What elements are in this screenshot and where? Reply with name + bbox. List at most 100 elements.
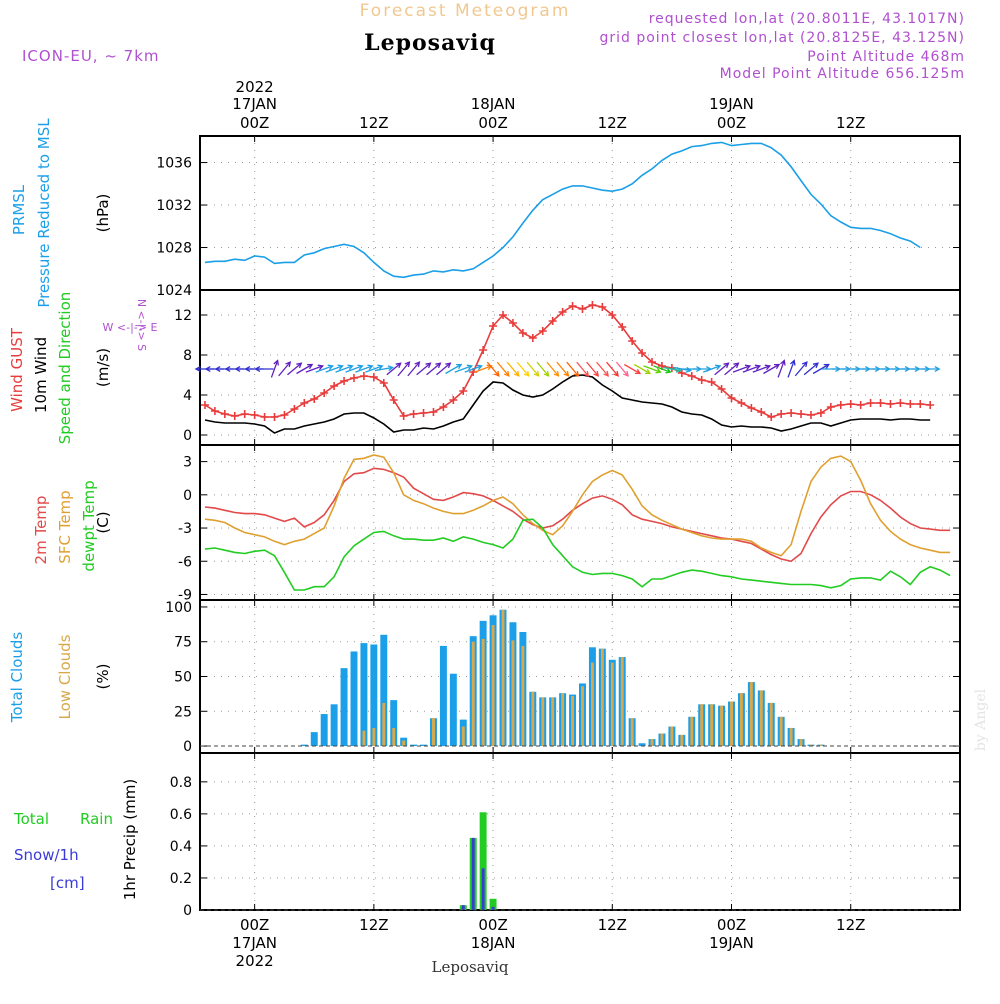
wind-arrow-head — [563, 370, 570, 377]
gust-marker — [310, 395, 319, 403]
wind-arrow-head — [812, 362, 819, 369]
bar-low-clouds — [581, 686, 584, 747]
gust-marker — [240, 410, 249, 418]
wind-arrow — [536, 361, 550, 377]
gust-marker — [568, 302, 577, 310]
wind-arrow-head — [493, 370, 500, 377]
wind-arrow-head — [435, 362, 442, 369]
y-tick-label: 0.4 — [170, 839, 192, 855]
wind-arrow — [486, 361, 500, 377]
gust-marker — [767, 413, 776, 421]
wind-arrow — [606, 361, 619, 377]
wind-arrow — [702, 365, 721, 373]
bar-low-clouds — [551, 697, 555, 747]
wind-arrow — [633, 363, 651, 375]
top-time-label: 12Z — [359, 114, 388, 132]
gust-marker — [449, 396, 458, 404]
wind-arrow — [576, 361, 589, 377]
y-tick-label: 4 — [183, 388, 192, 404]
wind-arrow-head — [214, 366, 221, 372]
total-clouds-label: Total Clouds — [8, 632, 26, 724]
wind-arrow — [556, 361, 569, 377]
bottom-time-label: 12Z — [836, 916, 865, 934]
gust-label: Wind GUST — [8, 327, 26, 412]
wind-arrow — [365, 365, 383, 373]
gust-marker — [429, 408, 438, 416]
low-clouds-label: Low Clouds — [56, 634, 74, 719]
footer-label: Leposaviq — [432, 958, 509, 976]
gust-marker — [489, 322, 498, 330]
gust-marker — [806, 411, 815, 419]
wind-arrow — [803, 362, 819, 376]
bar-low-clouds — [461, 726, 465, 747]
info-line-3: Point Altitude 468m — [807, 49, 965, 65]
wind-arrow-head — [425, 362, 432, 369]
bottom-time-label: 12Z — [598, 916, 627, 934]
bar-low-clouds — [382, 702, 386, 747]
gust-marker — [409, 410, 418, 418]
wind-arrow — [752, 365, 770, 373]
y-axis-label: 1hr Precip (mm) — [121, 779, 139, 900]
wind-arrow-head — [486, 364, 493, 371]
gust-marker — [757, 408, 766, 416]
subtitle: Forecast Meteogram — [360, 1, 571, 21]
gust-marker — [737, 399, 746, 407]
top-time-label: 12Z — [836, 114, 865, 132]
bottom-date-label: 18JAN — [471, 934, 516, 952]
gust-marker — [508, 319, 517, 327]
gust-marker — [826, 403, 835, 411]
bar-low-clouds — [561, 693, 565, 747]
bar-low-clouds — [600, 648, 604, 747]
wind-arrow — [426, 362, 441, 376]
gust-marker — [608, 311, 617, 319]
gust-marker — [479, 346, 488, 354]
gust-marker — [896, 399, 905, 407]
gust-marker — [876, 399, 885, 407]
gust-marker — [687, 372, 696, 380]
wind-arrow-head — [623, 370, 629, 377]
gust-marker — [399, 412, 408, 420]
y-tick-label: -9 — [178, 587, 192, 603]
dewpt-label: dewpt Temp — [80, 480, 98, 571]
top-time-label: 00Z — [478, 114, 507, 132]
bar-low-clouds — [809, 744, 813, 747]
bar-low-clouds — [630, 718, 634, 747]
gust-marker — [856, 401, 865, 409]
wind-arrow — [386, 362, 402, 376]
wind-arrow — [345, 365, 363, 373]
wind-arrow-head — [224, 366, 231, 372]
bar-low-clouds — [759, 690, 763, 747]
wind-arrow — [397, 361, 410, 377]
gust-marker — [270, 413, 279, 421]
wind-arrow-head — [634, 368, 642, 375]
gust-marker — [419, 409, 428, 417]
wind-arrow-head — [764, 364, 772, 371]
y-axis-label: (%) — [94, 664, 112, 690]
gust-marker — [538, 327, 547, 335]
y-tick-label: 0 — [183, 428, 192, 444]
gust-marker — [598, 303, 607, 311]
gust-marker — [499, 311, 508, 319]
gust-marker — [787, 409, 796, 417]
bar-low-clouds — [491, 625, 495, 747]
y-tick-label: 0.8 — [170, 775, 192, 791]
y-tick-label: 50 — [174, 670, 192, 686]
gust-marker — [200, 401, 209, 409]
bar-low-clouds — [749, 682, 753, 747]
pressure-label: PRMSL — [10, 184, 28, 235]
bar-low-clouds — [779, 716, 783, 747]
pressure-label-2: Pressure Reduced to MSL — [35, 118, 53, 308]
total-rain-label: Total — [13, 810, 49, 828]
bar-low-clouds — [720, 705, 724, 747]
gust-marker — [280, 411, 289, 419]
wind-arrow-head — [665, 367, 672, 374]
wind-arrow-head — [744, 364, 752, 371]
y-axis-label: (m/s) — [94, 348, 112, 387]
bar-low-clouds — [700, 704, 704, 747]
series-line-dewpt-temp — [204, 518, 951, 591]
info-line-4: Model Point Altitude 656.125m — [720, 66, 965, 82]
wind-arrow-head — [543, 370, 550, 377]
bar-low-clouds — [481, 638, 485, 747]
wind-arrow — [596, 361, 609, 377]
y-tick-label: 0 — [183, 903, 192, 919]
